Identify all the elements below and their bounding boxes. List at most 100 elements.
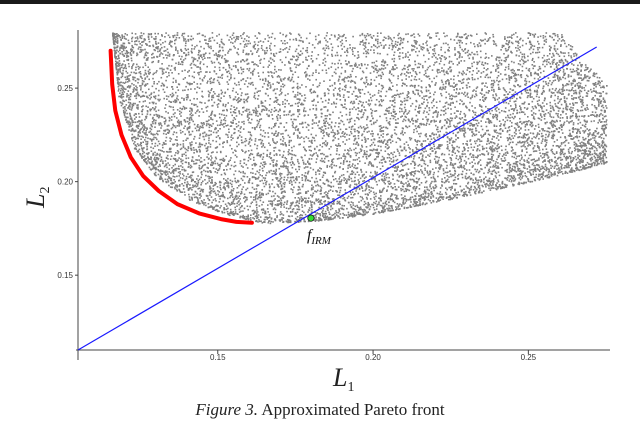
- scatter-point: [510, 36, 512, 38]
- scatter-point: [208, 134, 211, 137]
- scatter-point: [413, 68, 415, 70]
- scatter-point: [197, 201, 200, 204]
- scatter-point: [291, 189, 294, 191]
- scatter-point: [466, 169, 468, 171]
- scatter-point: [544, 165, 547, 168]
- scatter-point: [259, 40, 262, 42]
- scatter-point: [590, 165, 593, 168]
- scatter-point: [167, 95, 170, 98]
- scatter-point: [358, 157, 360, 159]
- scatter-point: [394, 155, 397, 158]
- scatter-point: [191, 56, 193, 59]
- scatter-point: [569, 115, 572, 118]
- scatter-point: [134, 138, 137, 140]
- scatter-point: [520, 127, 522, 129]
- scatter-point: [131, 37, 133, 40]
- scatter-point: [390, 194, 393, 197]
- scatter-point: [486, 118, 488, 120]
- scatter-point: [484, 38, 486, 41]
- scatter-point: [221, 113, 223, 116]
- scatter-point: [238, 211, 241, 213]
- scatter-point: [274, 208, 277, 211]
- scatter-point: [220, 181, 222, 184]
- scatter-point: [407, 184, 410, 187]
- scatter-point: [193, 152, 195, 154]
- scatter-point: [327, 180, 330, 183]
- scatter-point: [570, 169, 573, 172]
- scatter-point: [468, 71, 471, 73]
- scatter-point: [576, 135, 578, 137]
- scatter-point: [124, 108, 126, 110]
- scatter-point: [384, 95, 387, 97]
- scatter-point: [498, 80, 500, 83]
- scatter-point: [153, 81, 155, 83]
- scatter-point: [157, 116, 160, 119]
- scatter-point: [296, 82, 299, 85]
- scatter-point: [561, 132, 564, 134]
- scatter-point: [402, 197, 405, 199]
- scatter-point: [600, 121, 602, 123]
- scatter-point: [175, 36, 178, 39]
- scatter-point: [182, 59, 185, 61]
- scatter-point: [593, 83, 596, 85]
- scatter-point: [567, 161, 570, 164]
- scatter-point: [234, 177, 236, 180]
- scatter-point: [331, 75, 334, 77]
- scatter-point: [262, 129, 265, 132]
- scatter-point: [160, 85, 163, 87]
- scatter-point: [243, 83, 246, 85]
- scatter-point: [445, 91, 448, 93]
- scatter-point: [583, 77, 585, 80]
- scatter-point: [146, 95, 148, 98]
- scatter-point: [303, 148, 306, 150]
- scatter-point: [492, 40, 495, 42]
- scatter-point: [323, 37, 326, 39]
- scatter-point: [556, 34, 559, 36]
- scatter-point: [146, 83, 149, 85]
- scatter-point: [273, 134, 275, 136]
- scatter-point: [187, 146, 190, 148]
- scatter-point: [496, 158, 498, 161]
- scatter-point: [300, 136, 303, 138]
- scatter-point: [413, 161, 416, 164]
- scatter-point: [495, 172, 498, 175]
- scatter-point: [451, 198, 453, 200]
- scatter-point: [538, 146, 540, 148]
- scatter-point: [148, 158, 150, 160]
- scatter-point: [244, 144, 247, 147]
- scatter-point: [376, 166, 378, 168]
- scatter-point: [295, 66, 297, 69]
- scatter-point: [509, 97, 512, 100]
- scatter-point: [528, 154, 531, 157]
- scatter-point: [157, 133, 159, 136]
- scatter-point: [414, 201, 417, 203]
- scatter-point: [263, 135, 266, 138]
- scatter-point: [337, 45, 339, 48]
- scatter-point: [480, 179, 482, 181]
- scatter-point: [407, 118, 410, 121]
- scatter-point: [374, 68, 377, 71]
- scatter-point: [535, 107, 537, 109]
- scatter-point: [394, 119, 397, 121]
- scatter-point: [190, 109, 193, 111]
- scatter-point: [475, 156, 477, 158]
- scatter-point: [414, 108, 417, 111]
- scatter-point: [396, 203, 399, 205]
- scatter-point: [364, 189, 366, 192]
- scatter-point: [511, 135, 513, 137]
- scatter-point: [394, 113, 397, 115]
- scatter-point: [450, 94, 453, 97]
- scatter-point: [501, 44, 504, 47]
- scatter-point: [566, 120, 568, 122]
- scatter-point: [327, 135, 330, 138]
- scatter-point: [257, 176, 260, 179]
- scatter-point: [144, 62, 146, 65]
- scatter-point: [255, 64, 258, 66]
- scatter-point: [385, 109, 387, 112]
- scatter-point: [321, 101, 324, 103]
- scatter-point: [433, 180, 436, 183]
- scatter-point: [191, 160, 193, 162]
- scatter-point: [398, 176, 400, 178]
- scatter-point: [412, 120, 415, 122]
- scatter-point: [194, 64, 197, 67]
